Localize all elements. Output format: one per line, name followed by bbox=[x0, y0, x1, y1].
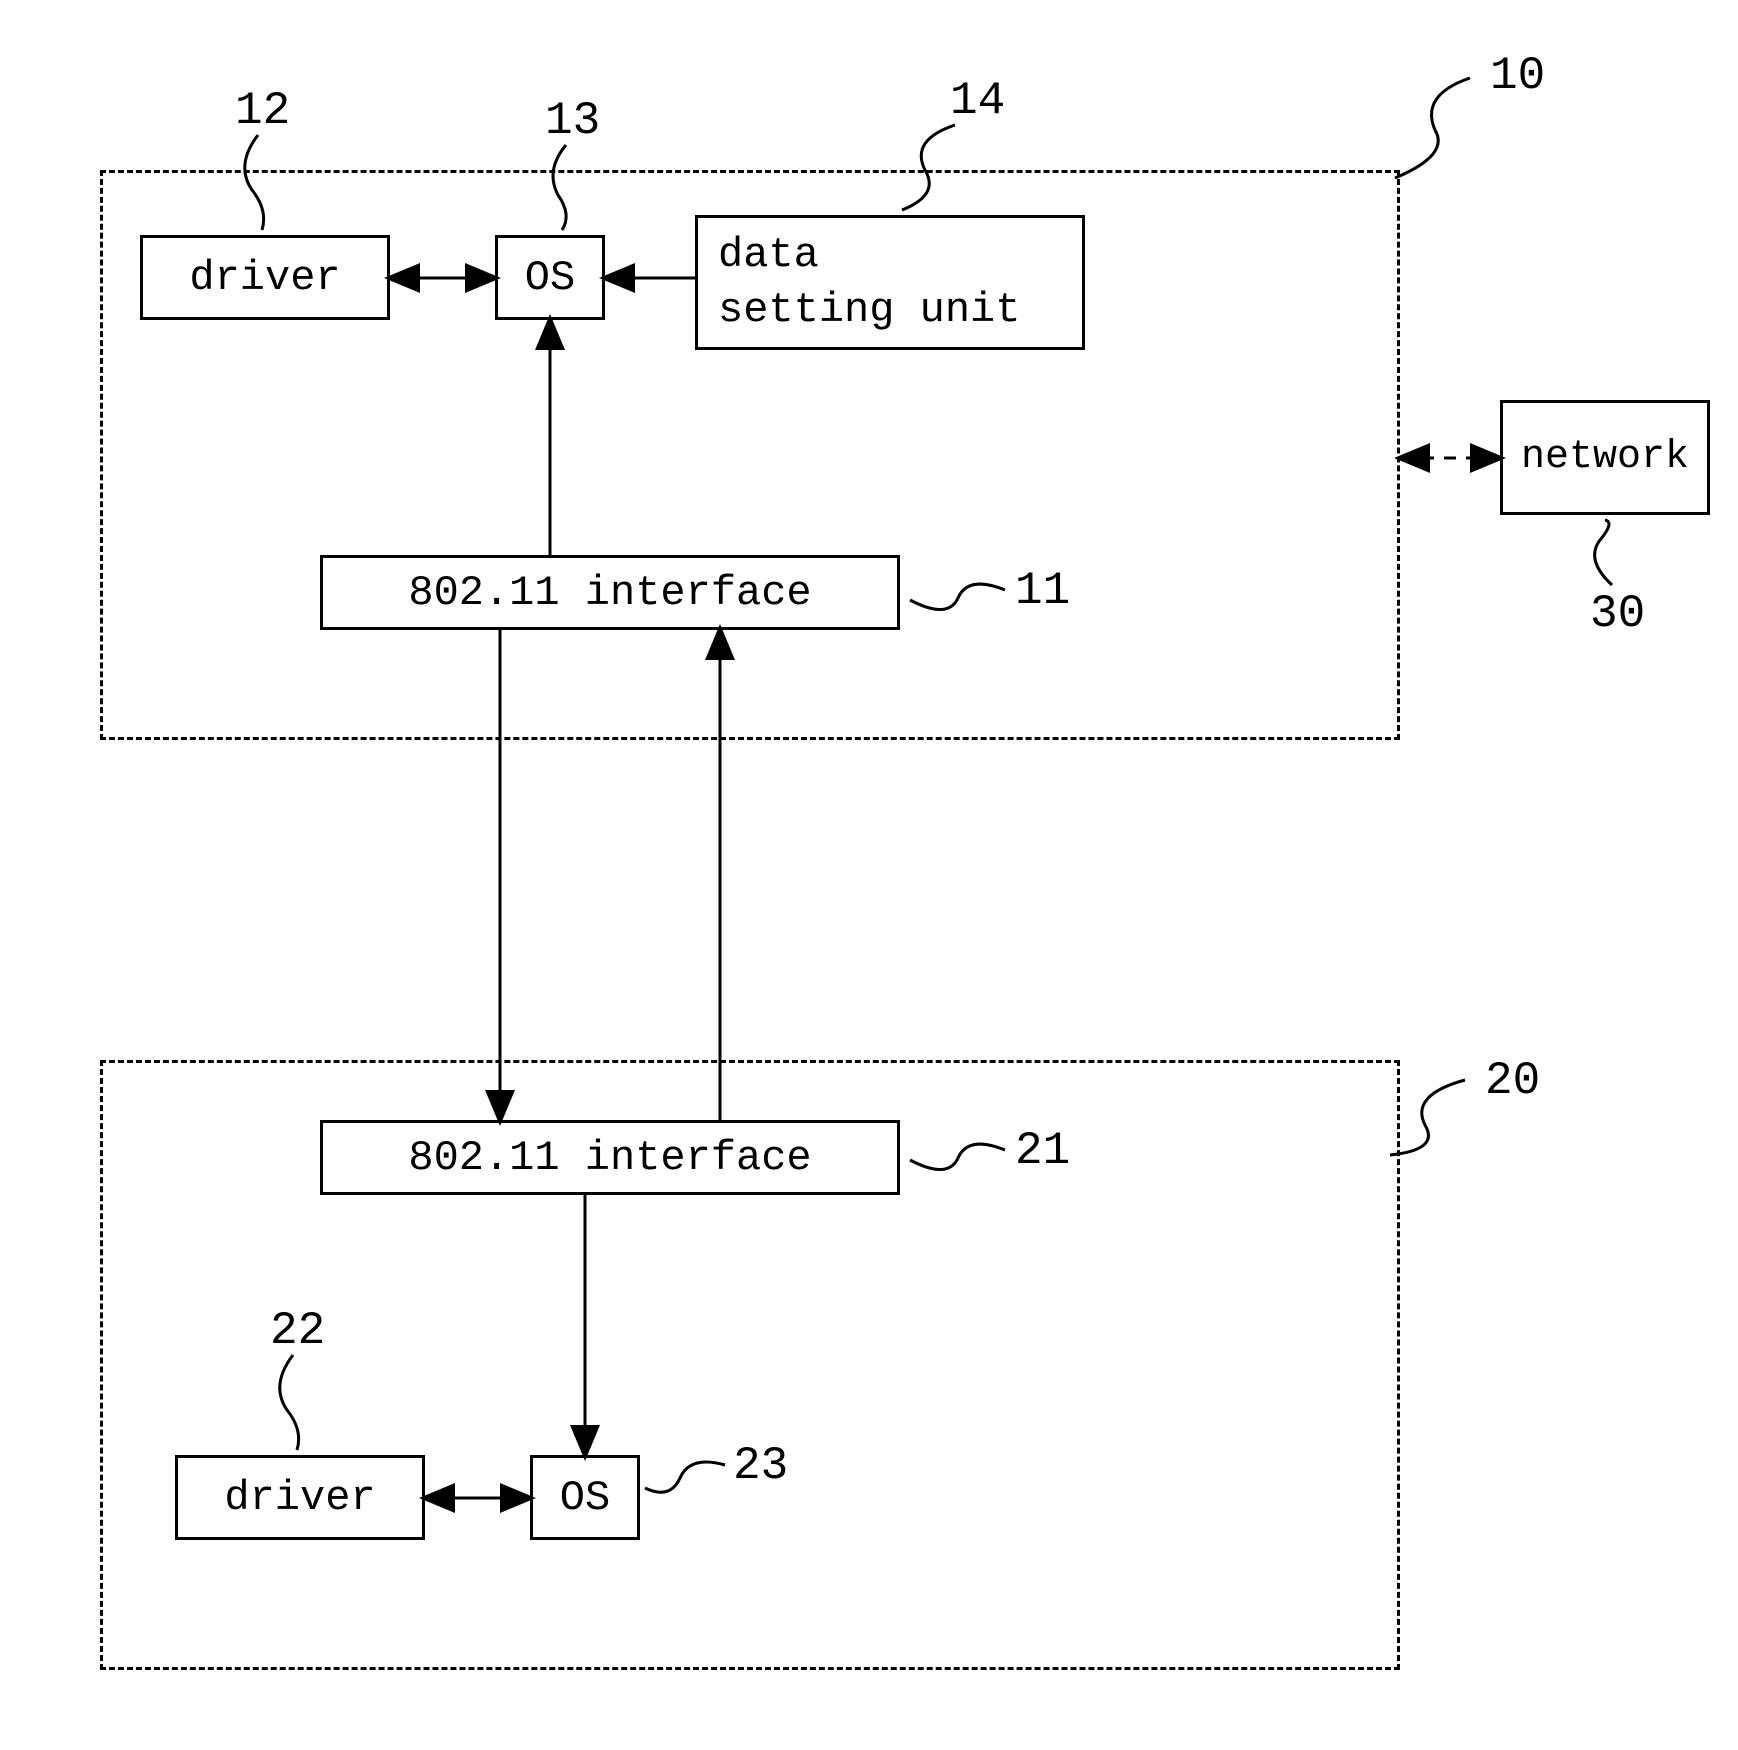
driver-bottom-box: driver bbox=[175, 1455, 425, 1540]
callout-10 bbox=[1395, 78, 1470, 178]
interface-bottom-label: 802.11 interface bbox=[408, 1134, 811, 1182]
data-setting-label1: data bbox=[718, 228, 819, 283]
label-22: 22 bbox=[270, 1305, 325, 1357]
interface-bottom-box: 802.11 interface bbox=[320, 1120, 900, 1195]
label-14: 14 bbox=[950, 75, 1005, 127]
os-bottom-label: OS bbox=[560, 1474, 610, 1522]
driver-top-label: driver bbox=[189, 254, 340, 302]
data-setting-label2: setting unit bbox=[718, 283, 1020, 338]
label-10: 10 bbox=[1490, 50, 1545, 102]
interface-top-label: 802.11 interface bbox=[408, 569, 811, 617]
network-box: network bbox=[1500, 400, 1710, 515]
label-21: 21 bbox=[1015, 1125, 1070, 1177]
label-23: 23 bbox=[733, 1440, 788, 1492]
callout-20 bbox=[1390, 1080, 1465, 1155]
data-setting-box: data setting unit bbox=[695, 215, 1085, 350]
os-top-box: OS bbox=[495, 235, 605, 320]
network-label: network bbox=[1521, 435, 1689, 480]
os-bottom-box: OS bbox=[530, 1455, 640, 1540]
os-top-label: OS bbox=[525, 254, 575, 302]
driver-top-box: driver bbox=[140, 235, 390, 320]
label-20: 20 bbox=[1485, 1055, 1540, 1107]
driver-bottom-label: driver bbox=[224, 1474, 375, 1522]
callout-30 bbox=[1595, 520, 1612, 585]
label-30: 30 bbox=[1590, 588, 1645, 640]
label-12: 12 bbox=[235, 85, 290, 137]
interface-top-box: 802.11 interface bbox=[320, 555, 900, 630]
label-11: 11 bbox=[1015, 565, 1070, 617]
label-13: 13 bbox=[545, 95, 600, 147]
